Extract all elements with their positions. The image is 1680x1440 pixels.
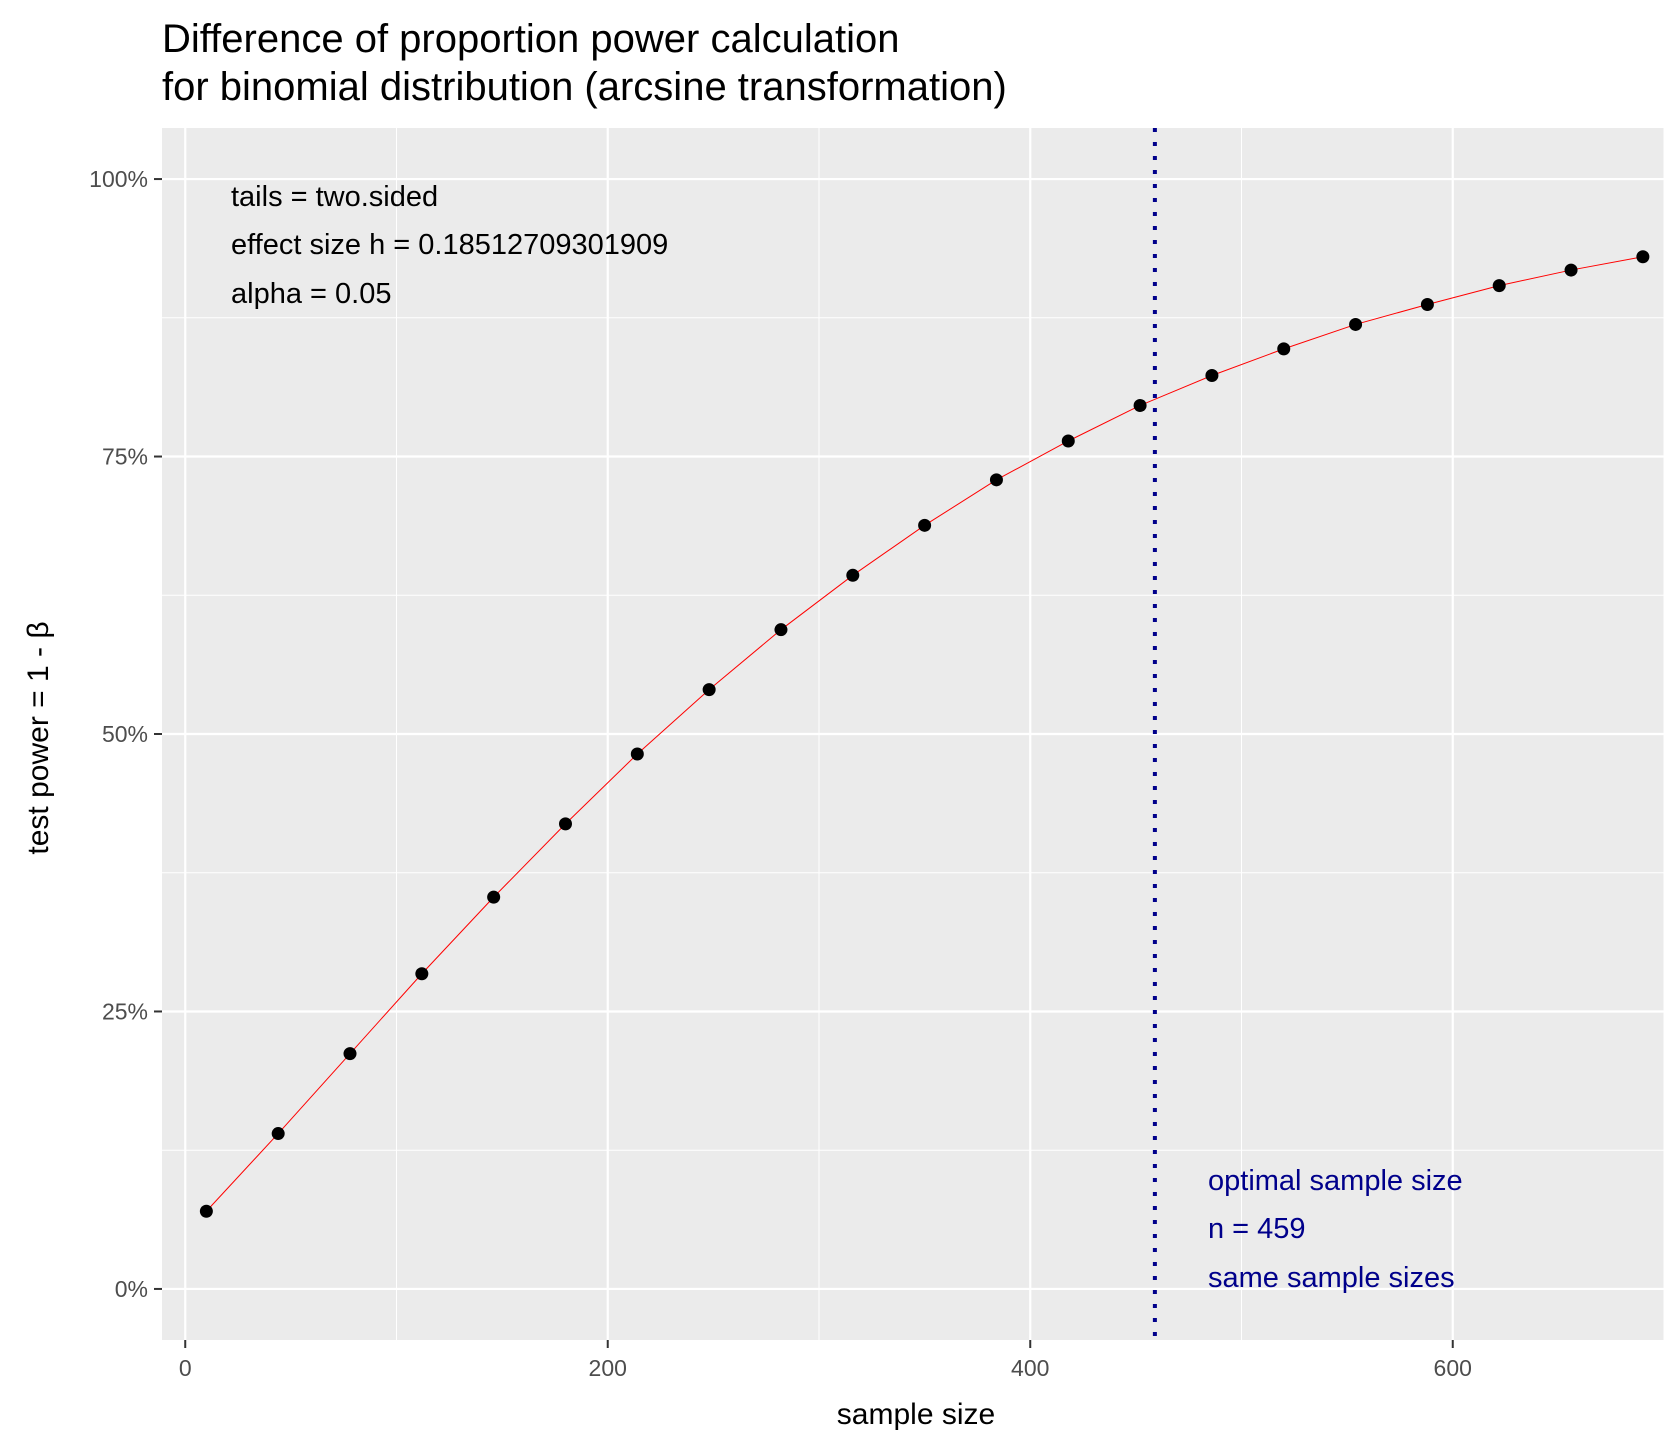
data-point [774, 623, 788, 637]
x-axis: 0 200 400 600 [179, 1340, 1472, 1381]
data-point [1420, 297, 1434, 311]
data-point [558, 817, 572, 831]
data-point [1277, 342, 1291, 356]
y-axis-title: test power = 1 - β [22, 621, 55, 854]
y-tick-label: 0% [115, 1276, 148, 1302]
annotation-alpha: alpha = 0.05 [231, 278, 391, 310]
y-axis: 0% 25% 50% 75% 100% [89, 166, 162, 1302]
data-point [415, 967, 429, 981]
annotation-n-value: n = 459 [1208, 1213, 1306, 1245]
x-tick-label: 0 [179, 1355, 192, 1381]
chart-title-line-2: for binomial distribution (arcsine trans… [162, 65, 1007, 109]
data-point [702, 683, 716, 697]
annotation-effect-size: effect size h = 0.18512709301909 [231, 229, 668, 261]
annotation-tails: tails = two.sided [231, 181, 438, 213]
y-tick-label: 100% [89, 166, 148, 192]
data-point [1205, 369, 1219, 383]
annotation-same-sample-sizes: same sample sizes [1208, 1262, 1455, 1294]
data-point [1564, 263, 1578, 277]
x-tick-label: 400 [1011, 1355, 1049, 1381]
data-point [199, 1204, 213, 1218]
x-tick-label: 600 [1434, 1355, 1472, 1381]
data-point [343, 1047, 357, 1061]
data-point [918, 518, 932, 532]
y-tick-label: 50% [102, 721, 148, 747]
data-point [1636, 250, 1650, 264]
x-tick-label: 200 [589, 1355, 627, 1381]
data-point [989, 473, 1003, 487]
data-point [1492, 279, 1506, 293]
y-tick-label: 75% [102, 444, 148, 470]
annotation-optimal-sample-size: optimal sample size [1208, 1165, 1463, 1197]
data-point [846, 568, 860, 582]
data-point [630, 747, 644, 761]
data-point [487, 890, 501, 904]
data-point [271, 1127, 285, 1141]
data-point [1349, 317, 1363, 331]
plot-panel: tails = two.sided effect size h = 0.1851… [162, 128, 1665, 1340]
x-axis-title: sample size [837, 1398, 995, 1431]
major-gridlines [162, 128, 1664, 1340]
data-point [1061, 434, 1075, 448]
data-points [199, 250, 1650, 1218]
chart-title-line-1: Difference of proportion power calculati… [162, 17, 899, 61]
y-tick-label: 25% [102, 998, 148, 1024]
data-point [1133, 398, 1147, 412]
